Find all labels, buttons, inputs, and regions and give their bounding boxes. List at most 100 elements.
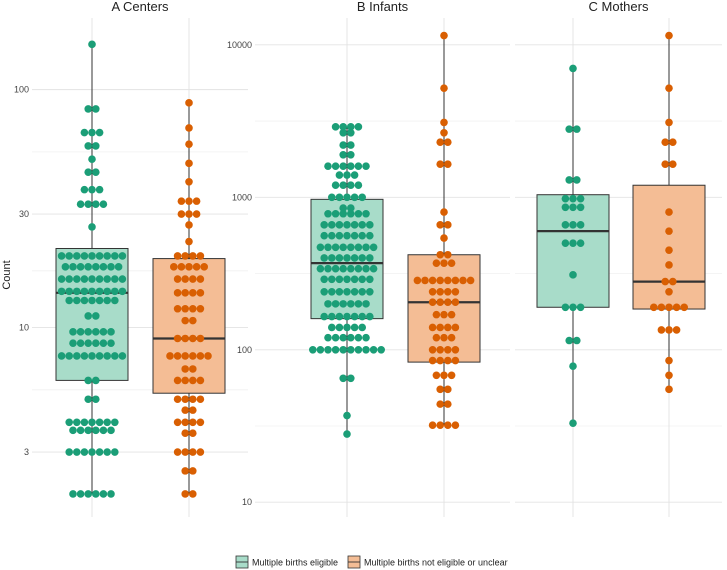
data-point <box>347 123 355 131</box>
data-point <box>459 276 467 285</box>
data-point <box>451 356 460 365</box>
data-point <box>84 376 92 385</box>
data-point <box>331 243 340 252</box>
data-point <box>576 303 585 312</box>
data-point <box>573 336 581 345</box>
data-point <box>440 31 448 40</box>
data-point <box>350 312 359 321</box>
group-eligible <box>55 40 129 498</box>
data-point <box>335 254 344 262</box>
data-point <box>192 263 201 271</box>
data-point <box>343 275 351 284</box>
data-point <box>103 287 111 296</box>
data-point <box>166 352 174 360</box>
data-point <box>189 275 197 283</box>
data-point <box>369 243 378 252</box>
data-point <box>189 316 197 325</box>
data-point <box>92 328 100 336</box>
data-point <box>88 223 96 231</box>
data-point <box>358 231 367 240</box>
data-point <box>173 418 182 427</box>
data-point <box>196 289 205 297</box>
data-point <box>347 151 355 159</box>
data-point <box>95 128 104 137</box>
data-point <box>324 162 332 170</box>
box <box>536 194 610 308</box>
data-point <box>320 221 329 229</box>
data-point <box>436 345 445 354</box>
data-point <box>561 239 570 248</box>
data-point <box>65 252 73 260</box>
data-point <box>173 395 182 404</box>
data-point <box>65 287 73 296</box>
data-point <box>576 194 585 203</box>
data-point <box>189 376 197 385</box>
data-point <box>320 287 329 296</box>
data-point <box>447 259 456 267</box>
data-point <box>428 298 437 307</box>
y-axis-title: Count <box>1 260 13 289</box>
data-point <box>320 275 329 284</box>
data-point <box>447 371 456 380</box>
data-point <box>185 197 193 205</box>
data-point <box>339 204 348 212</box>
data-point <box>440 84 448 92</box>
data-point <box>181 406 189 414</box>
data-point <box>466 276 475 285</box>
data-point <box>369 264 378 273</box>
data-point <box>444 421 452 430</box>
data-point <box>324 300 332 308</box>
data-point <box>436 298 445 307</box>
data-point <box>92 200 100 209</box>
data-point <box>189 334 197 343</box>
data-point <box>436 385 445 394</box>
data-point <box>69 339 77 347</box>
data-point <box>65 296 73 305</box>
data-point <box>99 328 108 336</box>
data-point <box>88 448 96 456</box>
data-point <box>76 263 85 271</box>
data-point <box>92 105 100 113</box>
data-point <box>444 160 452 168</box>
data-point <box>92 168 100 176</box>
data-point <box>73 287 81 296</box>
data-point <box>339 374 348 383</box>
group-eligible <box>536 64 610 427</box>
data-point <box>451 421 460 430</box>
data-point <box>92 312 100 320</box>
data-point <box>84 263 92 271</box>
data-point <box>350 221 359 229</box>
data-point <box>65 448 73 456</box>
data-point <box>103 275 111 283</box>
data-point <box>362 300 370 308</box>
data-point <box>447 310 456 319</box>
data-point <box>111 252 119 260</box>
data-point <box>432 259 441 267</box>
data-point <box>57 275 66 283</box>
data-point <box>173 448 182 456</box>
data-point <box>343 221 351 229</box>
data-point <box>343 231 351 240</box>
data-point <box>92 490 100 498</box>
data-point <box>196 275 205 283</box>
data-point <box>316 243 325 252</box>
data-point <box>421 276 429 285</box>
data-point <box>111 287 119 296</box>
data-point <box>339 333 348 342</box>
data-point <box>661 277 669 286</box>
data-point <box>362 333 370 342</box>
data-point <box>84 168 92 176</box>
data-point <box>181 289 189 297</box>
data-point <box>99 339 108 347</box>
data-point <box>99 263 108 271</box>
data-point <box>362 243 370 252</box>
data-point <box>189 304 197 313</box>
data-point <box>561 221 570 229</box>
data-point <box>118 252 127 260</box>
data-point <box>432 310 441 319</box>
data-point <box>432 333 441 342</box>
data-point <box>343 171 351 179</box>
data-point <box>80 275 89 283</box>
data-point <box>561 203 570 212</box>
data-point <box>657 326 666 334</box>
